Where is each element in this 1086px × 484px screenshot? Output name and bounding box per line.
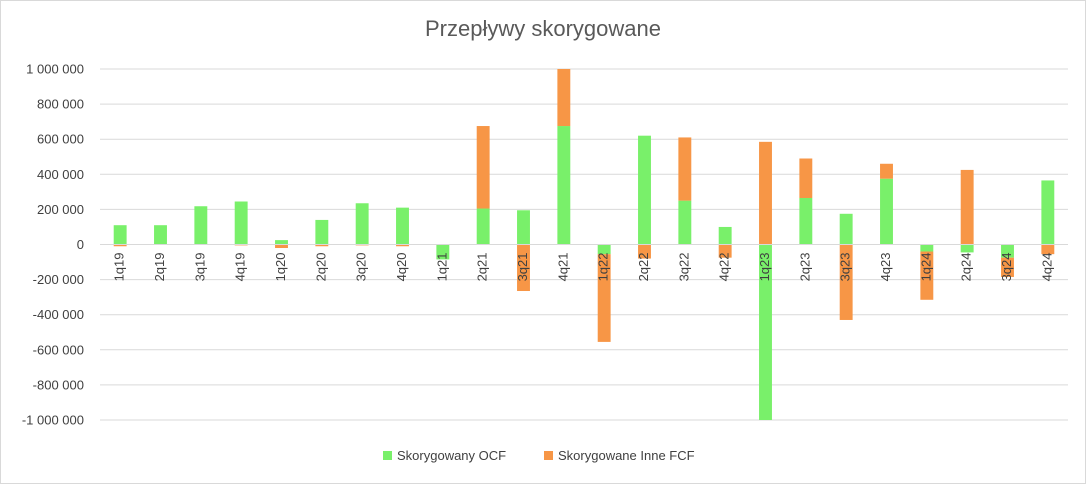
x-tick-label: 1q22: [596, 253, 611, 282]
bar-ocf-1q22: [597, 244, 611, 255]
bar-ocf-2q23: [799, 197, 813, 245]
gridlines: [100, 68, 1068, 421]
chart-title: Przepływy skorygowane: [425, 16, 661, 41]
x-tick-label: 3q22: [676, 253, 691, 282]
y-tick-label: -600 000: [33, 342, 84, 357]
bars: [113, 69, 1055, 420]
bar-ocf-2q19: [154, 225, 167, 245]
x-tick-label: 4q22: [717, 253, 732, 282]
bar-ocf-1q21: [436, 244, 450, 260]
x-tick-label: 1q21: [434, 253, 449, 282]
x-tick-label: 1q19: [112, 253, 127, 282]
bar-ocf-2q20: [315, 219, 329, 245]
x-tick-label: 3q24: [999, 253, 1014, 282]
y-axis-ticks: 1 000 000 800 000 600 000 400 000 200 000 0 -2…: [22, 62, 84, 428]
x-tick-label: 4q23: [878, 253, 893, 282]
x-tick-label: 3q21: [515, 253, 530, 282]
y-tick-label: -200 000: [33, 272, 84, 287]
bar-inne-fcf-4q22: [718, 244, 732, 258]
y-tick-label: 1 000 000: [26, 62, 84, 77]
y-tick-label: 0: [77, 237, 84, 252]
y-tick-label: -800 000: [33, 377, 84, 392]
legend: Skorygowany OCF Skorygowane Inne FCF: [383, 448, 695, 463]
x-tick-label: 2q20: [313, 253, 328, 282]
bar-ocf-3q24: [1001, 244, 1014, 258]
bar-ocf-4q22: [718, 226, 732, 245]
x-tick-label: 3q23: [838, 253, 853, 282]
x-tick-label: 2q23: [797, 253, 812, 282]
bar-inne-fcf-3q22: [678, 137, 692, 201]
bar-ocf-3q20: [355, 203, 369, 245]
x-tick-label: 4q24: [1039, 253, 1054, 282]
bar-ocf-1q20: [275, 240, 288, 245]
bar-ocf-2q21: [476, 208, 490, 245]
legend-swatch: [383, 451, 392, 460]
x-tick-label: 2q21: [475, 252, 490, 281]
bar-inne-fcf-4q24: [1041, 244, 1055, 255]
bar-inne-fcf-2q22: [638, 244, 651, 259]
bar-inne-fcf-3q23: [839, 244, 853, 320]
y-tick-label: 200 000: [37, 202, 84, 217]
bar-inne-fcf-2q20: [315, 244, 329, 247]
bar-ocf-4q24: [1041, 180, 1055, 245]
x-axis-ticks: 1q19 2q19 3q19 4q19 1q20 2q20 3q20 4q20 1q21 2q21…: [112, 252, 1055, 281]
bar-ocf-3q19: [194, 206, 208, 245]
bar-inne-fcf-2q21: [476, 126, 490, 209]
legend-label: Skorygowany OCF: [397, 448, 506, 463]
y-tick-label: 400 000: [37, 167, 84, 182]
x-tick-label: 1q20: [273, 253, 288, 282]
y-tick-label: 600 000: [37, 132, 84, 147]
bar-ocf-1q23: [759, 244, 772, 420]
y-tick-label: -1 000 000: [22, 413, 84, 428]
x-tick-label: 3q20: [354, 253, 369, 282]
x-tick-label: 4q19: [233, 253, 248, 282]
bar-ocf-2q22: [638, 135, 651, 245]
bar-inne-fcf-2q23: [799, 158, 813, 198]
bar-ocf-3q23: [839, 213, 853, 245]
x-tick-label: 2q19: [152, 253, 167, 282]
x-tick-label: 3q19: [192, 253, 207, 282]
bar-inne-fcf-4q21: [557, 69, 571, 127]
bar-ocf-1q24: [920, 244, 934, 252]
legend-swatch: [544, 451, 553, 460]
bar-inne-fcf-1q19: [113, 244, 127, 247]
bar-ocf-3q21: [517, 210, 530, 245]
bar-ocf-4q23: [880, 178, 893, 245]
bar-inne-fcf-3q24: [1001, 257, 1014, 277]
bar-ocf-4q21: [557, 126, 571, 245]
bar-inne-fcf-1q20: [275, 244, 288, 249]
bar-ocf-1q19: [113, 225, 127, 245]
bar-inne-fcf-1q22: [597, 254, 611, 342]
bar-inne-fcf-4q20: [396, 244, 409, 247]
y-tick-label: 800 000: [37, 97, 84, 112]
bar-inne-fcf-3q21: [517, 244, 530, 292]
bar-ocf-3q22: [678, 200, 692, 245]
bar-ocf-4q19: [234, 201, 248, 245]
bar-ocf-2q24: [960, 244, 974, 253]
y-tick-label: -400 000: [33, 307, 84, 322]
x-tick-label: 4q21: [555, 253, 570, 282]
x-tick-label: 1q24: [918, 253, 933, 282]
bar-inne-fcf-4q23: [880, 163, 893, 179]
x-tick-label: 1q23: [757, 253, 772, 282]
bar-inne-fcf-1q23: [759, 141, 772, 245]
legend-label: Skorygowane Inne FCF: [558, 448, 695, 463]
bar-inne-fcf-1q24: [920, 251, 934, 300]
bar-ocf-4q20: [396, 207, 409, 245]
x-tick-label: 2q24: [959, 253, 974, 282]
bar-inne-fcf-2q24: [960, 169, 974, 245]
x-tick-label: 2q22: [636, 253, 651, 282]
x-tick-label: 4q20: [394, 253, 409, 282]
